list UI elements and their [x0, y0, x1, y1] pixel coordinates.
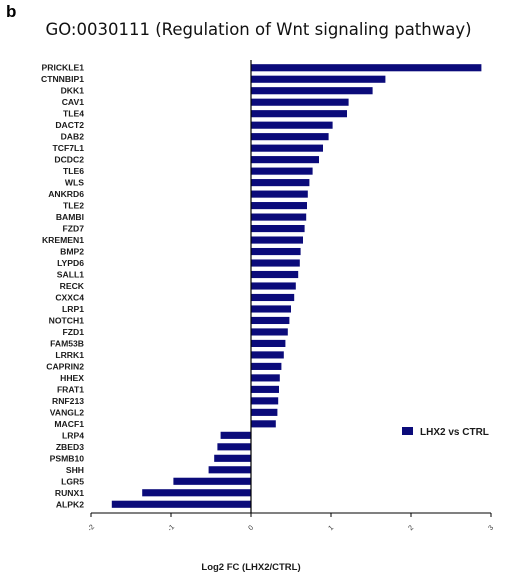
bar-hhex [251, 374, 280, 382]
bar-lgr5 [173, 477, 251, 485]
category-label: RNF213 [52, 396, 84, 406]
x-tick-label: -2 [87, 524, 96, 533]
category-label: TLE2 [63, 201, 84, 211]
x-tick-label: 0 [247, 524, 255, 532]
category-label: VANGL2 [50, 407, 84, 417]
bar-dkk1 [251, 87, 373, 95]
category-label: SALL1 [57, 270, 84, 280]
x-tick-label: 3 [487, 524, 495, 532]
category-label: DAB2 [61, 132, 85, 142]
bar-dact2 [251, 121, 333, 129]
x-tick-label: 1 [327, 524, 335, 532]
bar-tle2 [251, 202, 307, 210]
bar-sall1 [251, 270, 299, 279]
category-label: CTNNBIP1 [41, 74, 84, 84]
bar-frat1 [251, 385, 279, 393]
x-tick-label: 2 [407, 524, 415, 532]
bar-fzd7 [251, 225, 305, 233]
panel-letter: b [6, 2, 17, 21]
category-label: CAV1 [62, 97, 85, 107]
legend-label: LHX2 vs CTRL [420, 427, 489, 438]
category-label: NOTCH1 [49, 315, 85, 325]
legend-swatch [402, 427, 413, 435]
bars-layer [111, 64, 482, 508]
category-label: HHEX [60, 373, 84, 383]
category-label: RUNX1 [55, 488, 84, 498]
category-label: TCF7L1 [52, 143, 84, 153]
bar-tle6 [251, 167, 313, 175]
category-label: ZBED3 [56, 442, 84, 452]
category-label: DKK1 [61, 86, 85, 96]
category-label: CAPRIN2 [46, 361, 84, 371]
legend: LHX2 vs CTRL [402, 427, 489, 438]
bar-caprin2 [251, 362, 282, 370]
bar-tcf7l1 [251, 144, 323, 152]
category-label: KREMEN1 [42, 235, 84, 245]
chart-title: GO:0030111 (Regulation of Wnt signaling … [45, 20, 472, 39]
bar-dab2 [251, 133, 329, 141]
bar-notch1 [251, 316, 290, 325]
bar-kremen1 [251, 236, 303, 244]
category-label: FZD7 [63, 224, 85, 234]
bar-cxxc4 [251, 293, 295, 302]
bar-lypd6 [251, 259, 300, 267]
category-label: LYPD6 [57, 258, 84, 268]
bar-shh [208, 466, 251, 474]
category-label: MACF1 [54, 419, 84, 429]
category-label: CXXC4 [55, 292, 84, 302]
bar-reck [251, 282, 296, 290]
x-ticks: -2 -1 0 1 2 3 [87, 513, 495, 533]
bar-lrrk1 [251, 351, 284, 359]
category-label: SHH [66, 465, 84, 475]
bar-alpk2 [111, 500, 251, 508]
bar-zbed3 [217, 443, 251, 451]
bar-ankrd6 [251, 190, 308, 198]
category-label: LGR5 [61, 476, 84, 486]
category-label: PSMB10 [50, 453, 85, 463]
bar-vangl2 [251, 408, 278, 416]
bar-bambi [251, 213, 307, 221]
bar-tle4 [251, 110, 347, 118]
category-label: TLE6 [63, 166, 84, 176]
category-label: LRP1 [62, 304, 84, 314]
bar-lrp4 [220, 431, 251, 439]
bar-psmb10 [214, 454, 251, 462]
category-label: ANKRD6 [48, 189, 84, 199]
bar-wls [251, 179, 310, 187]
bar-prickle1 [251, 64, 482, 72]
bar-bmp2 [251, 247, 301, 256]
category-label: TLE4 [63, 109, 84, 119]
bar-rnf213 [251, 397, 279, 405]
bar-ctnnbip1 [251, 75, 386, 83]
category-label: ALPK2 [56, 499, 84, 509]
category-label: LRRK1 [55, 350, 84, 360]
bar-lrp1 [251, 305, 291, 313]
category-label: RECK [60, 281, 85, 291]
category-label: BAMBI [56, 212, 84, 222]
category-label: BMP2 [60, 247, 84, 257]
category-label: LRP4 [62, 430, 84, 440]
bar-runx1 [142, 489, 251, 497]
x-tick-label: -1 [167, 524, 176, 533]
category-label: WLS [65, 178, 84, 188]
bar-fzd1 [251, 328, 288, 336]
bar-dcdc2 [251, 156, 319, 164]
bar-macf1 [251, 420, 276, 428]
category-label: FAM53B [50, 338, 84, 348]
x-axis-label: Log2 FC (LHX2/CTRL) [201, 562, 300, 573]
category-label: FRAT1 [57, 384, 84, 394]
axes [91, 60, 491, 514]
category-label: DACT2 [55, 120, 84, 130]
bar-fam53b [251, 339, 286, 347]
category-label: FZD1 [63, 327, 85, 337]
bar-cav1 [251, 98, 349, 106]
category-label: PRICKLE1 [42, 63, 85, 73]
category-label: DCDC2 [54, 155, 84, 165]
